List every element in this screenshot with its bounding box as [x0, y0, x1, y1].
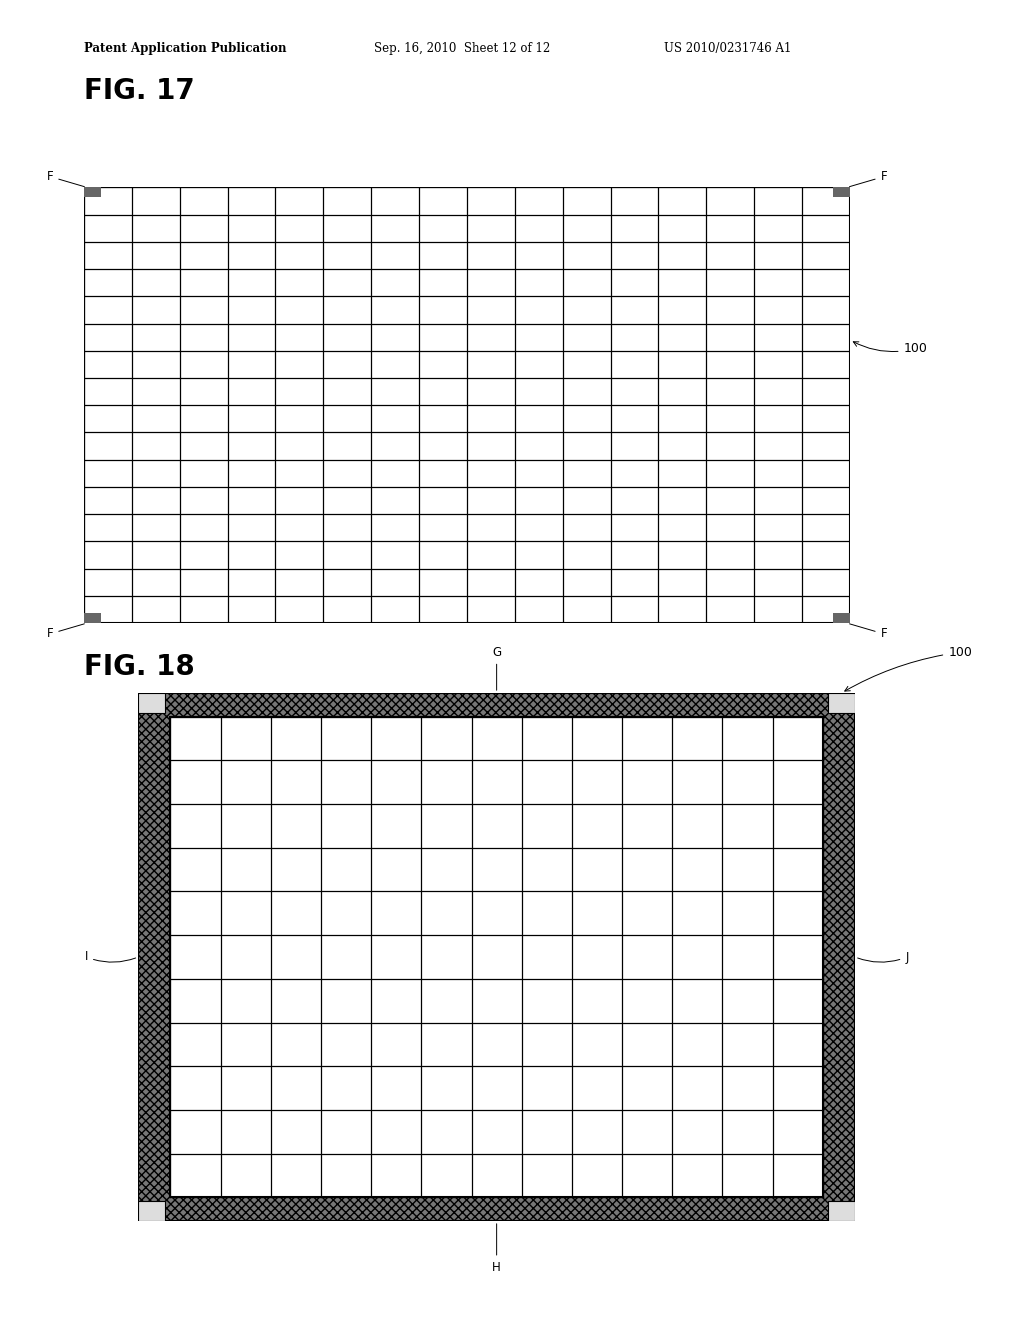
Text: H: H: [493, 1224, 501, 1274]
Bar: [138, 693, 166, 713]
Bar: [138, 1201, 166, 1221]
Text: G: G: [493, 645, 501, 690]
Text: F: F: [850, 624, 887, 640]
Text: F: F: [850, 170, 887, 186]
Text: US 2010/0231746 A1: US 2010/0231746 A1: [664, 42, 791, 55]
Bar: [827, 1201, 855, 1221]
Text: F: F: [47, 624, 84, 640]
Bar: [834, 614, 850, 623]
Text: Sep. 16, 2010  Sheet 12 of 12: Sep. 16, 2010 Sheet 12 of 12: [374, 42, 550, 55]
Bar: [84, 187, 100, 197]
Text: F: F: [47, 170, 84, 186]
Text: FIG. 18: FIG. 18: [84, 653, 195, 681]
Text: FIG. 17: FIG. 17: [84, 77, 195, 104]
Bar: [827, 693, 855, 713]
Text: 100: 100: [853, 342, 928, 355]
Text: 100: 100: [845, 645, 972, 692]
Bar: [834, 187, 850, 197]
Text: J: J: [858, 950, 908, 964]
Text: Patent Application Publication: Patent Application Publication: [84, 42, 287, 55]
Bar: [84, 614, 100, 623]
Text: I: I: [85, 950, 135, 964]
